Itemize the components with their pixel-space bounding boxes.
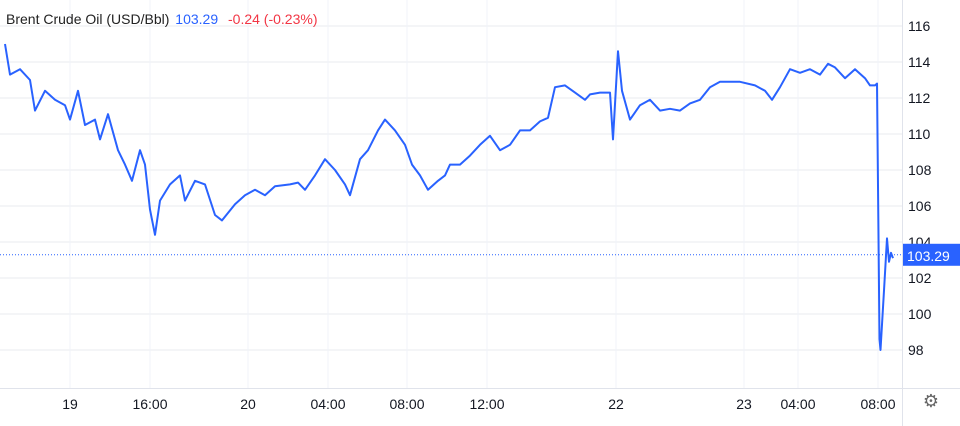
x-tick-label: 22 (608, 396, 624, 412)
y-tick-label: 112 (908, 90, 931, 106)
current-price: 103.29 (175, 11, 219, 27)
x-tick-label: 19 (62, 396, 78, 412)
y-tick-label: 116 (908, 18, 931, 34)
y-tick-label: 98 (908, 342, 924, 358)
y-tick-label: 102 (908, 270, 932, 286)
x-tick-label: 08:00 (389, 396, 424, 412)
last-price-label: 103.29 (907, 248, 950, 264)
gear-icon[interactable]: ⚙ (922, 391, 940, 411)
y-tick-label: 110 (908, 126, 931, 142)
price-change: -0.24 (-0.23%) (228, 11, 318, 27)
last-price-badge (903, 243, 960, 266)
x-tick-label: 08:00 (860, 396, 895, 412)
y-tick-label: 108 (908, 162, 932, 178)
x-tick-label: 12:00 (469, 396, 504, 412)
x-tick-label: 20 (240, 396, 256, 412)
chart-legend: Brent Crude Oil (USD/Bbl) 103.29 -0.24 (… (6, 11, 317, 27)
instrument-name: Brent Crude Oil (USD/Bbl) (6, 11, 170, 27)
y-tick-label: 114 (908, 54, 931, 70)
x-tick-label: 04:00 (780, 396, 815, 412)
y-tick-label: 106 (908, 198, 932, 214)
price-series-line (4, 43, 894, 351)
x-tick-label: 16:00 (132, 396, 167, 412)
x-tick-label: 23 (736, 396, 752, 412)
x-tick-label: 04:00 (310, 396, 345, 412)
y-tick-label: 100 (908, 306, 932, 322)
